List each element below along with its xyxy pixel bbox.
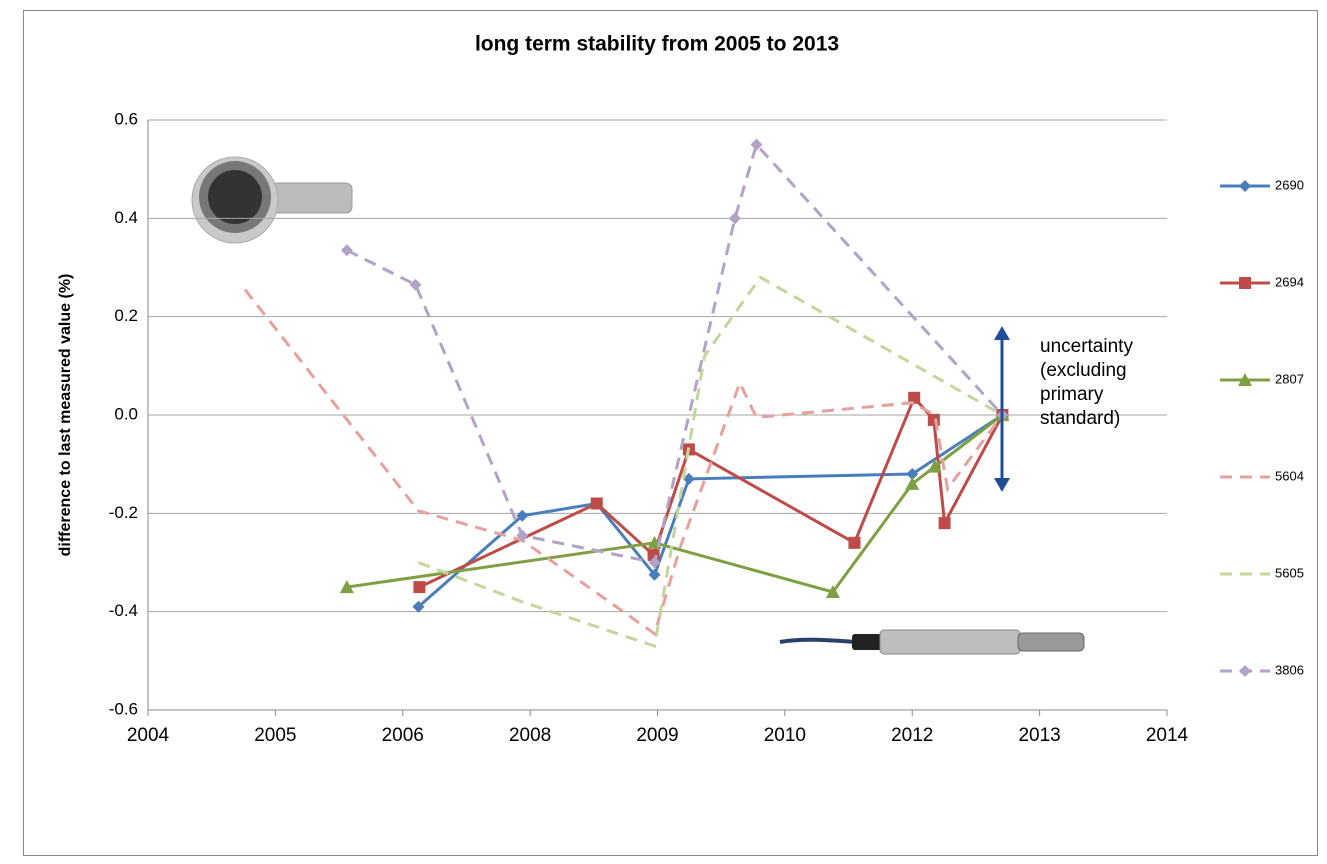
y-tick-label: 0.4 [114, 208, 138, 227]
marker [591, 498, 603, 510]
legend-label: 3806 [1275, 662, 1304, 677]
x-tick-label: 2009 [636, 725, 678, 746]
x-tick-label: 2005 [254, 725, 296, 746]
annotation: (excluding [1040, 360, 1127, 381]
annotation: uncertainty [1040, 336, 1133, 357]
y-tick-label: 0.2 [114, 306, 138, 325]
x-tick-label: 2014 [1146, 725, 1189, 746]
x-tick-label: 2006 [382, 725, 424, 746]
marker [939, 517, 951, 529]
y-tick-label: -0.4 [109, 601, 138, 620]
legend-label: 2694 [1275, 274, 1304, 289]
x-tick-label: 2008 [509, 725, 551, 746]
y-tick-label: -0.2 [109, 503, 138, 522]
marker [848, 537, 860, 549]
x-tick-label: 2013 [1018, 725, 1060, 746]
x-tick-label: 2010 [764, 725, 806, 746]
x-tick-label: 2004 [127, 725, 170, 746]
y-tick-label: 0.6 [114, 109, 138, 128]
legend-label: 2807 [1275, 371, 1304, 386]
legend-label: 5604 [1275, 468, 1304, 483]
legend-label: 5605 [1275, 565, 1304, 580]
marker [413, 581, 425, 593]
chart: long term stability from 2005 to 2013 di… [0, 0, 1327, 864]
annotation: standard) [1040, 408, 1120, 429]
y-axis-title: difference to last measured value (%) [57, 274, 74, 557]
marker [928, 414, 940, 426]
marker [1239, 277, 1251, 289]
y-tick-label: -0.6 [109, 699, 138, 718]
chart-title: long term stability from 2005 to 2013 [475, 33, 839, 56]
x-tick-label: 2012 [891, 725, 933, 746]
annotation: primary [1040, 384, 1104, 405]
legend-label: 2690 [1275, 177, 1304, 192]
y-tick-label: 0.0 [114, 404, 138, 423]
